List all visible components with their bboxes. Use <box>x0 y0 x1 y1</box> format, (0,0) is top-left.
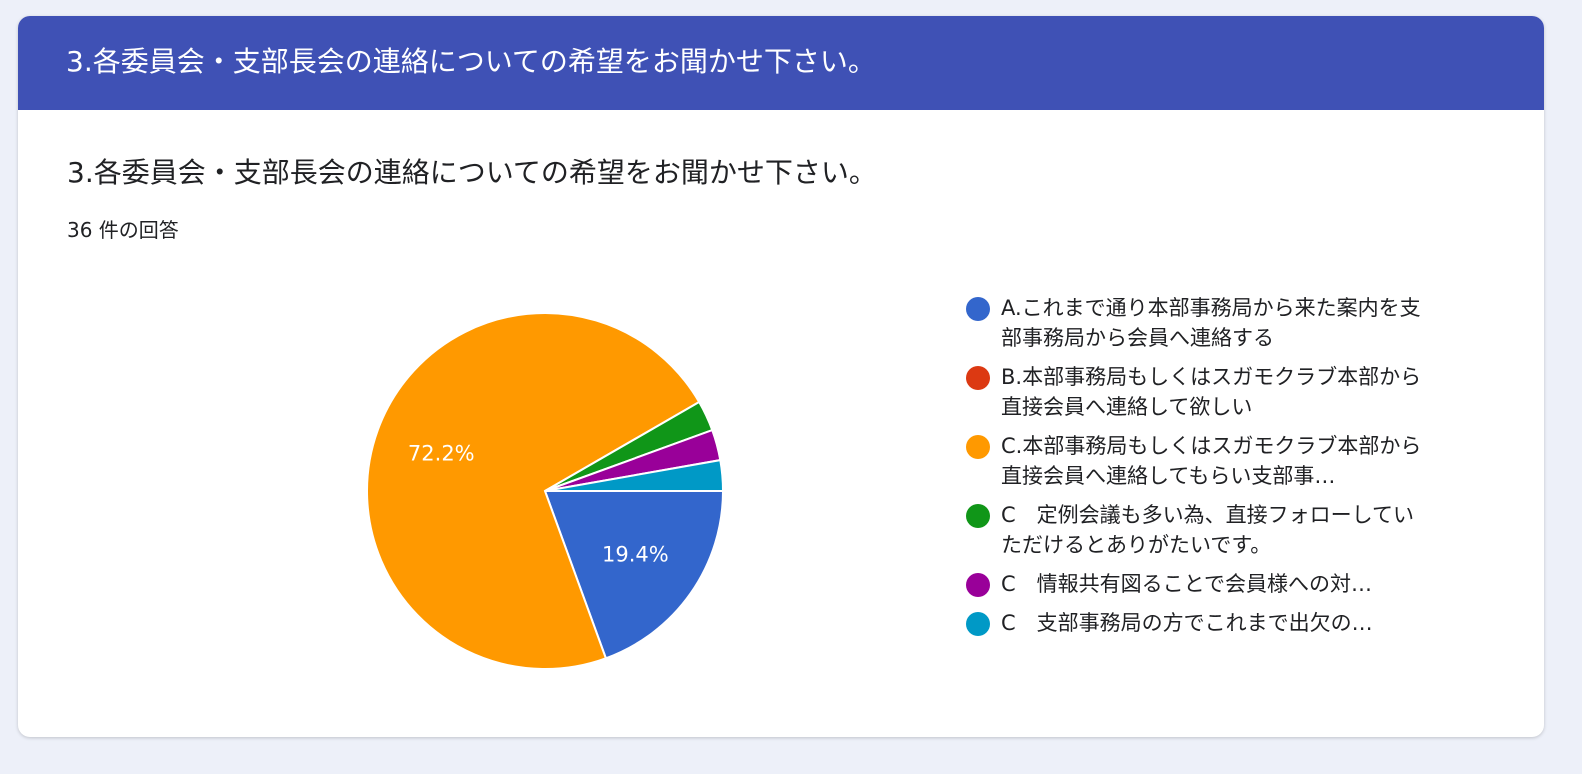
legend-color-dot <box>966 366 990 390</box>
pie-slice-0[interactable] <box>543 490 725 660</box>
banner-title: 3.各委員会・支部長会の連絡についての希望をお聞かせ下さい。 <box>66 45 876 78</box>
response-summary-card: 3.各委員会・支部長会の連絡についての希望をお聞かせ下さい。 3.各委員会・支部… <box>18 16 1544 737</box>
pie-chart: 19.4% 72.2% <box>366 312 725 670</box>
legend-item-3[interactable]: C 定例会議も多い為、直接フォローしていただけるとありがたいです。 <box>966 500 1446 560</box>
response-count: 36 件の回答 <box>67 218 179 242</box>
legend-label: C 定例会議も多い為、直接フォローしていただけるとありがたいです。 <box>1001 503 1415 557</box>
legend-label: C 情報共有図ることで会員様への対… <box>1001 572 1373 596</box>
legend-item-0[interactable]: A.これまで通り本部事務局から来た案内を支部事務局から会員へ連絡する <box>966 293 1446 353</box>
header-banner: 3.各委員会・支部長会の連絡についての希望をお聞かせ下さい。 <box>18 16 1544 110</box>
legend-item-5[interactable]: C 支部事務局の方でこれまで出欠の… <box>966 608 1446 638</box>
legend-color-dot <box>966 297 990 321</box>
legend-color-dot <box>966 573 990 597</box>
pie-slice-label-0: 19.4% <box>602 542 669 566</box>
legend-label: C 支部事務局の方でこれまで出欠の… <box>1001 611 1373 635</box>
legend-item-2[interactable]: C.本部事務局もしくはスガモクラブ本部から直接会員へ連絡してもらい支部事… <box>966 431 1446 491</box>
chart-legend: A.これまで通り本部事務局から来た案内を支部事務局から会員へ連絡する B.本部事務… <box>966 293 1446 647</box>
legend-color-dot <box>966 504 990 528</box>
legend-color-dot <box>966 612 990 636</box>
pie-slice-label-2: 72.2% <box>408 441 475 465</box>
legend-label: B.本部事務局もしくはスガモクラブ本部から直接会員へ連絡して欲しい <box>1001 365 1422 419</box>
question-title: 3.各委員会・支部長会の連絡についての希望をお聞かせ下さい。 <box>67 156 877 189</box>
legend-item-1[interactable]: B.本部事務局もしくはスガモクラブ本部から直接会員へ連絡して欲しい <box>966 362 1446 422</box>
legend-item-4[interactable]: C 情報共有図ることで会員様への対… <box>966 569 1446 599</box>
pie-slice-5[interactable] <box>544 458 725 492</box>
legend-label: A.これまで通り本部事務局から来た案内を支部事務局から会員へ連絡する <box>1001 296 1421 350</box>
legend-color-dot <box>966 435 990 459</box>
legend-label: C.本部事務局もしくはスガモクラブ本部から直接会員へ連絡してもらい支部事… <box>1001 434 1422 488</box>
pie-slice-2[interactable] <box>366 312 701 670</box>
